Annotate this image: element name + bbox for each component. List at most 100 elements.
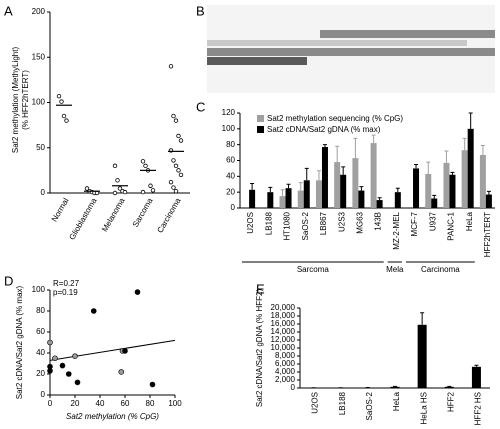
x-tick-label: HeLa	[392, 391, 401, 411]
bar	[303, 180, 310, 208]
annotation: R=0.27	[53, 279, 80, 288]
x-tick-label: U2OS	[311, 392, 320, 414]
bar	[370, 143, 377, 208]
y-tick-label: 20	[36, 369, 45, 378]
error-bar	[280, 189, 285, 197]
bar	[376, 200, 383, 208]
x-tick-label: LB867	[319, 211, 328, 235]
y-tick-label: 60	[226, 156, 235, 165]
point	[149, 381, 156, 388]
error-bar	[268, 186, 273, 193]
bar	[443, 162, 450, 208]
point	[150, 188, 156, 193]
bar	[431, 198, 438, 208]
point	[64, 118, 69, 123]
x-tick-label: 80	[146, 399, 155, 408]
legend-swatch	[257, 126, 264, 133]
error-bar	[377, 197, 382, 201]
panel-label: A	[4, 3, 13, 18]
error-bar	[353, 137, 358, 159]
x-tick-label: Carcinoma	[155, 196, 182, 234]
y-tick-label: 100	[32, 285, 46, 294]
bar	[485, 194, 492, 208]
error-bar	[474, 364, 479, 367]
x-tick-label: SaOS-2	[365, 391, 374, 420]
point	[143, 163, 148, 169]
y-axis-label: Sat2 methylation (MethyLight)	[11, 47, 20, 154]
x-tick-label: Sarcoma	[131, 196, 155, 229]
x-tick-label: 0	[48, 399, 53, 408]
y-tick-label: 150	[32, 52, 46, 61]
error-bar	[432, 194, 437, 199]
bar	[425, 173, 432, 208]
point	[171, 185, 176, 190]
bar	[467, 128, 474, 208]
x-tick-label: Normal	[50, 196, 71, 223]
point	[122, 189, 128, 195]
bar	[285, 188, 292, 208]
point	[140, 159, 146, 164]
error-bar	[395, 187, 400, 193]
point	[173, 188, 179, 194]
bar	[352, 158, 359, 208]
bar	[334, 162, 341, 208]
trendline	[49, 339, 176, 361]
x-tick-label: LB188	[338, 391, 347, 415]
bar	[297, 190, 304, 208]
y-tick-label: 14,000	[271, 327, 296, 336]
error-bar	[335, 145, 340, 163]
highlight	[207, 48, 495, 56]
group-label: Mela	[386, 265, 404, 274]
point	[171, 158, 176, 163]
y-tick-label: 60	[36, 327, 45, 336]
bar	[417, 324, 427, 388]
y-tick-label: 8,000	[275, 351, 296, 360]
y-tick-label: 12,000	[271, 335, 296, 344]
y-tick-label: 20	[226, 187, 235, 196]
y-tick-label: 16,000	[271, 319, 296, 328]
y-tick-label: 80	[36, 306, 45, 315]
error-bar	[450, 171, 455, 175]
point	[59, 99, 64, 104]
point	[178, 138, 184, 143]
error-bar	[444, 150, 449, 163]
y-tick-label: 2,000	[275, 375, 296, 384]
point	[140, 189, 146, 195]
y-tick-label: 0	[231, 203, 236, 212]
error-bar	[480, 144, 485, 155]
error-bar	[316, 170, 321, 181]
error-bar	[486, 190, 491, 195]
bar	[461, 150, 468, 208]
y-tick-label: 0	[41, 188, 46, 197]
x-tick-label: MG63	[356, 211, 365, 233]
y-tick-label: 200	[32, 7, 46, 16]
bar	[413, 168, 420, 208]
y-axis-label: (% HFF2hTERT)	[21, 70, 30, 130]
point	[134, 289, 141, 295]
error-bar	[359, 186, 364, 191]
panel-label: E	[256, 281, 265, 296]
point	[47, 363, 53, 370]
point	[178, 172, 184, 178]
error-bar	[468, 112, 473, 129]
x-tick-label: 20	[71, 399, 80, 408]
error-bar	[250, 182, 255, 190]
x-tick-label: 100	[168, 399, 182, 408]
y-tick-label: 20,000	[271, 303, 296, 312]
y-tick-label: 4,000	[275, 367, 296, 376]
error-bar	[420, 312, 425, 325]
x-tick-label: HFF2hTERT	[483, 212, 492, 257]
group-label: Sarcoma	[297, 265, 330, 274]
point	[61, 113, 67, 119]
x-tick-label: HeLa HS	[419, 392, 428, 424]
point	[117, 186, 123, 191]
point	[168, 179, 174, 185]
bar	[394, 192, 401, 208]
panel-label: D	[4, 273, 13, 288]
point	[173, 118, 179, 123]
x-tick-label: MZ-2-MEL	[392, 211, 401, 249]
bar	[340, 174, 347, 208]
point	[74, 379, 81, 386]
y-tick-label: 10,000	[271, 343, 296, 352]
error-bar	[286, 183, 291, 189]
